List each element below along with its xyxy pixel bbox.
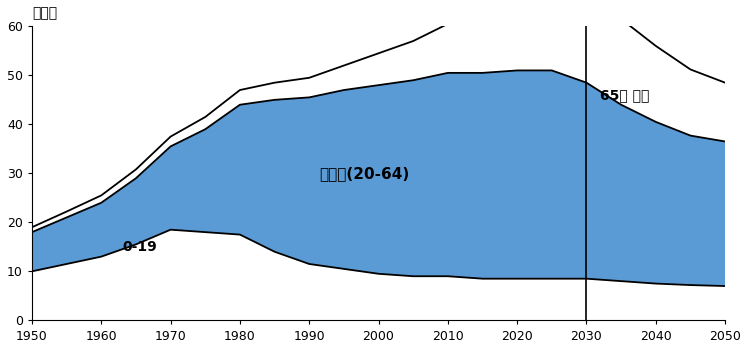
Text: 0-19: 0-19 xyxy=(122,240,157,254)
Text: 65세 이상: 65세 이상 xyxy=(601,88,650,102)
Text: 백만명: 백만명 xyxy=(32,6,57,20)
Text: 노동력(20-64): 노동력(20-64) xyxy=(319,166,410,181)
